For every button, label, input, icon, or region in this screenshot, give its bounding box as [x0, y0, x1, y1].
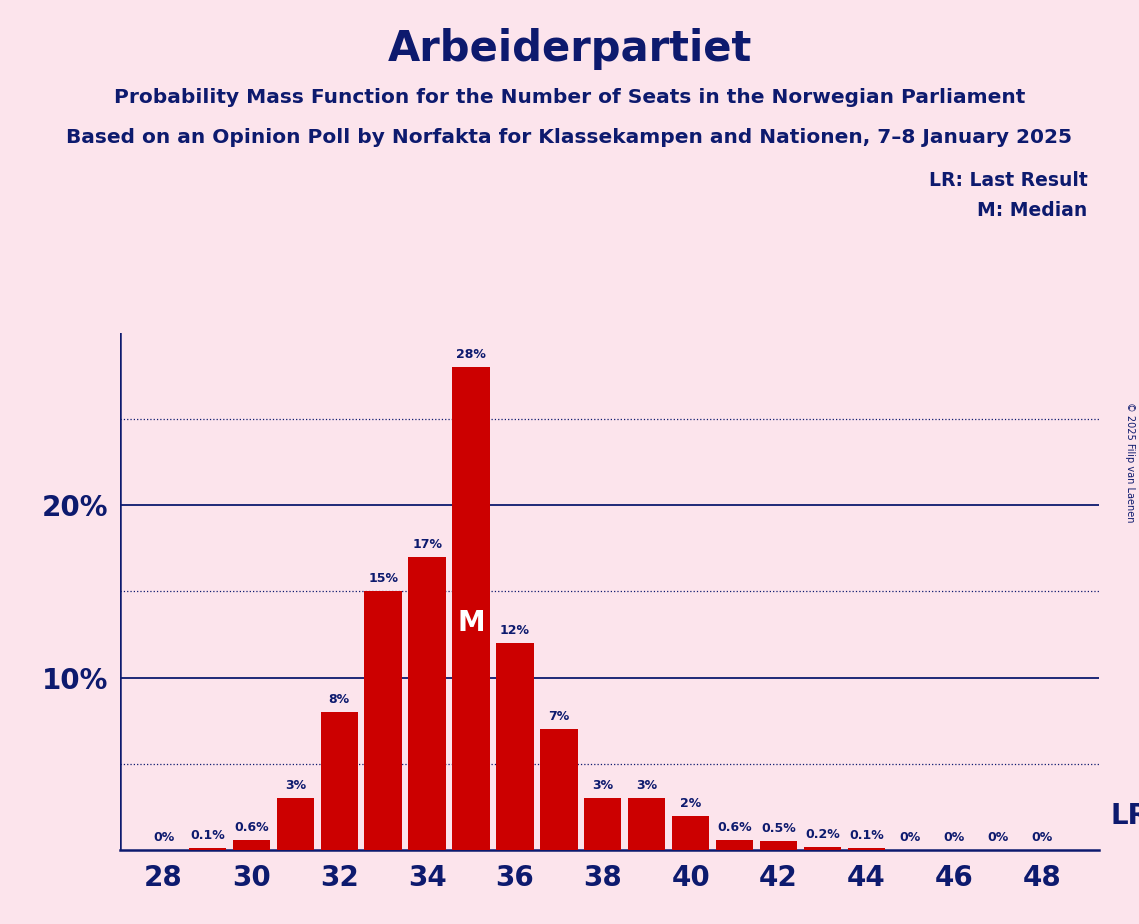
Text: 28%: 28% [456, 348, 486, 361]
Bar [497, 643, 533, 850]
Text: Probability Mass Function for the Number of Seats in the Norwegian Parliament: Probability Mass Function for the Number… [114, 88, 1025, 107]
Text: M: M [457, 609, 485, 637]
Text: Based on an Opinion Poll by Norfakta for Klassekampen and Nationen, 7–8 January : Based on an Opinion Poll by Norfakta for… [66, 128, 1073, 147]
Text: 0%: 0% [153, 831, 174, 844]
Bar [409, 557, 445, 850]
Bar [452, 367, 490, 850]
Text: 0%: 0% [988, 831, 1009, 844]
Text: 0%: 0% [943, 831, 965, 844]
Text: 17%: 17% [412, 538, 442, 551]
Text: 3%: 3% [285, 779, 306, 792]
Text: 0.6%: 0.6% [718, 821, 752, 833]
Bar [760, 842, 797, 850]
Text: 0.6%: 0.6% [233, 821, 269, 833]
Bar [716, 840, 753, 850]
Text: M: Median: M: Median [977, 201, 1088, 220]
Bar [628, 798, 665, 850]
Text: LR: Last Result: LR: Last Result [929, 171, 1088, 190]
Bar [540, 729, 577, 850]
Bar [277, 798, 314, 850]
Bar [584, 798, 622, 850]
Text: 8%: 8% [329, 693, 350, 706]
Text: 7%: 7% [548, 711, 570, 723]
Text: 3%: 3% [637, 779, 657, 792]
Text: 0.1%: 0.1% [849, 830, 884, 843]
Text: LR: LR [1111, 802, 1139, 830]
Text: 0.1%: 0.1% [190, 830, 224, 843]
Text: Arbeiderpartiet: Arbeiderpartiet [387, 28, 752, 69]
Bar [804, 846, 841, 850]
Text: 0.5%: 0.5% [761, 822, 796, 835]
Bar [189, 848, 227, 850]
Text: © 2025 Filip van Laenen: © 2025 Filip van Laenen [1125, 402, 1134, 522]
Text: 0%: 0% [900, 831, 920, 844]
Text: 0.2%: 0.2% [805, 828, 839, 841]
Bar [672, 816, 710, 850]
Text: 0%: 0% [1032, 831, 1052, 844]
Bar [364, 591, 402, 850]
Bar [232, 840, 270, 850]
Bar [320, 712, 358, 850]
Text: 12%: 12% [500, 624, 530, 637]
Text: 15%: 15% [368, 572, 399, 585]
Text: 3%: 3% [592, 779, 613, 792]
Bar [847, 848, 885, 850]
Text: 2%: 2% [680, 796, 702, 809]
